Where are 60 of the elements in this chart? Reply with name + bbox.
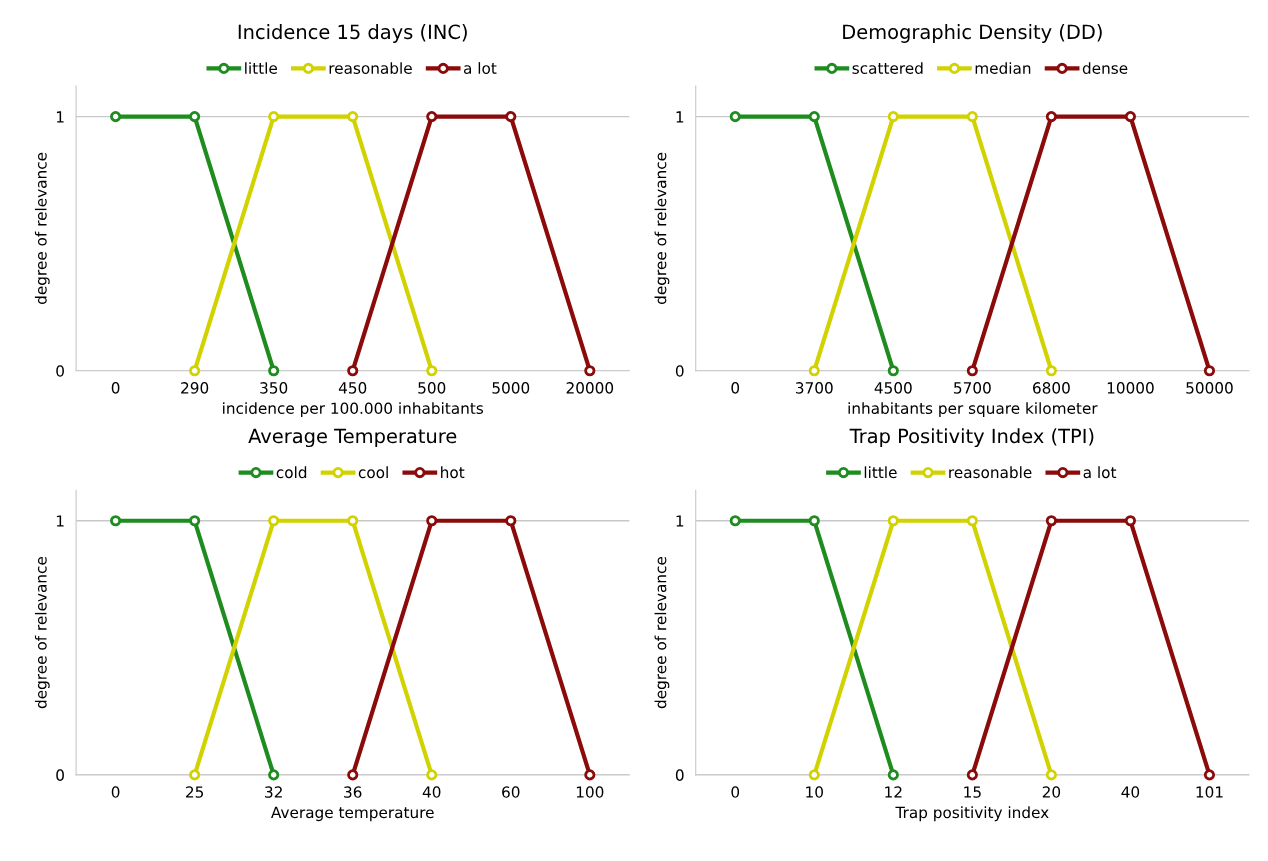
x-tick-label: 15 <box>964 786 981 798</box>
y-tick-label: 0 <box>56 769 64 781</box>
legend-label: hot <box>441 466 465 479</box>
x-tick-label: 0 <box>731 382 740 394</box>
legend-label: little <box>245 62 278 74</box>
y-tick-label: 0 <box>675 365 684 377</box>
x-tick-label: 100 <box>576 786 604 798</box>
legend-label: little <box>864 466 897 479</box>
x-axis-title: Trap positivity index <box>895 806 1049 822</box>
x-tick-label: 0 <box>111 382 120 394</box>
legend-label: reasonable <box>329 62 412 74</box>
y-tick-label: 1 <box>676 515 684 527</box>
x-axis-title: inhabitants per square kilometer <box>848 402 1098 417</box>
y-axis-title: degree of relevance <box>654 152 670 304</box>
legend-label: a lot <box>463 62 497 74</box>
x-tick-label: 50000 <box>1186 382 1233 394</box>
x-tick-label: 20 <box>1042 786 1061 798</box>
x-tick-label: 450 <box>338 382 367 394</box>
x-tick-label: 40 <box>1121 786 1140 798</box>
chart-title: Trap Positivity Index (TPI) <box>849 428 1094 448</box>
x-tick-label: 350 <box>260 382 288 394</box>
x-tick-label: 25 <box>186 786 204 798</box>
x-tick-label: 6800 <box>1033 382 1070 394</box>
x-tick-label: 290 <box>181 382 209 394</box>
chart-title: Incidence 15 days (INC) <box>238 24 467 43</box>
y-tick-label: 0 <box>56 365 64 377</box>
x-axis-title: Average temperature <box>271 806 434 822</box>
x-tick-label: 5700 <box>954 382 991 394</box>
x-tick-label: 10 <box>806 786 823 798</box>
y-tick-label: 1 <box>56 515 64 527</box>
x-tick-label: 32 <box>265 786 282 798</box>
y-axis-title: degree of relevance <box>654 556 670 709</box>
x-tick-label: 500 <box>418 382 446 394</box>
x-tick-label: 4500 <box>874 382 912 394</box>
y-tick-label: 1 <box>56 111 64 123</box>
x-tick-label: 20000 <box>566 382 614 394</box>
x-tick-label: 10000 <box>1107 382 1154 394</box>
y-axis-title: degree of relevance <box>34 152 50 304</box>
legend-label: cold <box>276 466 307 479</box>
legend-label: a lot <box>1083 466 1117 479</box>
x-tick-label: 5000 <box>492 382 530 394</box>
x-tick-label: 0 <box>111 786 120 798</box>
y-axis-title: degree of relevance <box>34 556 50 709</box>
legend-label: cool <box>358 466 388 479</box>
y-tick-label: 1 <box>676 111 684 123</box>
x-tick-label: 101 <box>1196 786 1223 798</box>
chart-title: Average Temperature <box>248 428 457 448</box>
chart-title: Demographic Density (DD) <box>843 24 1102 43</box>
x-tick-label: 0 <box>731 786 740 798</box>
x-axis-title: incidence per 100.000 inhabitants <box>223 402 484 417</box>
legend-label: reasonable <box>949 466 1032 479</box>
x-tick-label: 3700 <box>796 382 833 394</box>
legend-label: dense <box>1082 62 1128 74</box>
x-tick-label: 12 <box>885 786 902 798</box>
x-tick-label: 60 <box>502 786 520 798</box>
y-tick-label: 0 <box>675 769 684 781</box>
legend-label: scattered <box>852 62 923 74</box>
x-tick-label: 36 <box>344 786 362 798</box>
x-tick-label: 40 <box>422 786 441 798</box>
legend-label: median <box>975 62 1031 74</box>
